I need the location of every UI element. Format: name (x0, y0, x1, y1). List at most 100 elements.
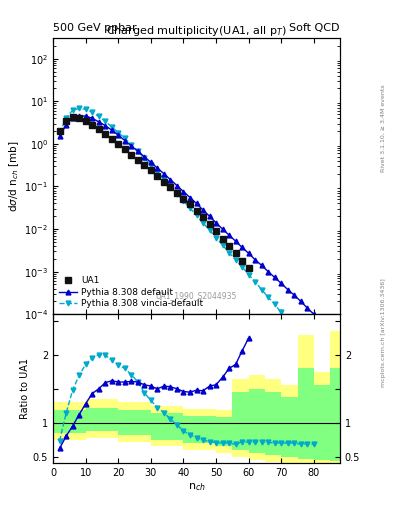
UA1 (70, 114, 75, 120)
UA1 (90, 122, 95, 128)
Pythia 8.308 default (96, 119, 101, 125)
UA1 (233, 249, 238, 255)
Pythia 8.308 vincia-default (207, 227, 212, 233)
Pythia 8.308 default (57, 133, 62, 139)
Pythia 8.308 default (298, 298, 303, 305)
Pythia 8.308 vincia-default (292, 324, 297, 330)
Pythia 8.308 default (279, 281, 284, 287)
UA1 (109, 136, 114, 142)
Pythia 8.308 default (253, 257, 257, 263)
Pythia 8.308 vincia-default (318, 354, 323, 360)
Title: Charged multiplicity(UA1, all p$_T$): Charged multiplicity(UA1, all p$_T$) (106, 24, 287, 38)
Pythia 8.308 vincia-default (70, 107, 75, 113)
Pythia 8.308 vincia-default (253, 279, 257, 285)
Pythia 8.308 default (129, 143, 134, 149)
Text: mcplots.cern.ch [arXiv:1306.3436]: mcplots.cern.ch [arXiv:1306.3436] (381, 279, 386, 387)
UA1 (227, 243, 231, 249)
Pythia 8.308 vincia-default (233, 257, 238, 263)
Line: Pythia 8.308 default: Pythia 8.308 default (57, 114, 336, 334)
UA1 (240, 258, 244, 264)
Pythia 8.308 default (142, 154, 147, 160)
UA1 (168, 184, 173, 190)
Y-axis label: Ratio to UA1: Ratio to UA1 (20, 358, 30, 419)
UA1 (201, 214, 206, 220)
Pythia 8.308 vincia-default (162, 176, 166, 182)
Pythia 8.308 vincia-default (298, 332, 303, 338)
UA1 (174, 190, 179, 196)
Pythia 8.308 vincia-default (240, 264, 244, 270)
Pythia 8.308 default (162, 170, 166, 177)
Pythia 8.308 default (64, 122, 68, 128)
UA1 (57, 128, 62, 134)
Legend: UA1, Pythia 8.308 default, Pythia 8.308 vincia-default: UA1, Pythia 8.308 default, Pythia 8.308 … (57, 274, 205, 310)
Pythia 8.308 default (292, 292, 297, 298)
Pythia 8.308 vincia-default (220, 242, 225, 248)
UA1 (246, 265, 251, 271)
UA1 (194, 208, 199, 214)
Pythia 8.308 vincia-default (174, 190, 179, 197)
UA1 (136, 157, 140, 163)
Pythia 8.308 vincia-default (57, 130, 62, 136)
Pythia 8.308 default (325, 322, 329, 328)
UA1 (96, 126, 101, 133)
UA1 (220, 236, 225, 242)
Pythia 8.308 default (181, 188, 186, 195)
Pythia 8.308 vincia-default (312, 346, 316, 352)
Pythia 8.308 default (233, 238, 238, 244)
Pythia 8.308 default (149, 159, 153, 165)
Pythia 8.308 vincia-default (194, 212, 199, 219)
Pythia 8.308 vincia-default (331, 368, 336, 374)
UA1 (181, 196, 186, 202)
Pythia 8.308 default (272, 274, 277, 281)
Pythia 8.308 vincia-default (246, 271, 251, 278)
Pythia 8.308 default (123, 137, 127, 143)
Text: UA1_1990_S2044935: UA1_1990_S2044935 (156, 291, 237, 301)
UA1 (123, 146, 127, 152)
Pythia 8.308 default (331, 328, 336, 334)
Pythia 8.308 default (305, 305, 310, 311)
X-axis label: n$_{ch}$: n$_{ch}$ (187, 481, 206, 493)
Text: 500 GeV ppbar: 500 GeV ppbar (53, 23, 137, 33)
Pythia 8.308 vincia-default (259, 287, 264, 293)
Pythia 8.308 vincia-default (129, 142, 134, 148)
Pythia 8.308 default (227, 232, 231, 238)
Pythia 8.308 default (70, 115, 75, 121)
Pythia 8.308 vincia-default (116, 130, 121, 136)
Pythia 8.308 vincia-default (187, 205, 192, 211)
Pythia 8.308 vincia-default (227, 249, 231, 255)
Line: UA1: UA1 (57, 114, 252, 271)
Pythia 8.308 default (187, 195, 192, 201)
UA1 (207, 221, 212, 227)
Pythia 8.308 default (90, 115, 95, 121)
Pythia 8.308 vincia-default (285, 316, 290, 323)
Pythia 8.308 default (194, 200, 199, 206)
Pythia 8.308 vincia-default (214, 234, 219, 241)
Pythia 8.308 default (220, 226, 225, 232)
Pythia 8.308 default (155, 165, 160, 171)
UA1 (155, 173, 160, 179)
Pythia 8.308 default (109, 127, 114, 133)
Pythia 8.308 vincia-default (272, 302, 277, 308)
Pythia 8.308 default (266, 269, 271, 275)
Pythia 8.308 vincia-default (123, 135, 127, 141)
UA1 (214, 228, 219, 234)
Text: Soft QCD: Soft QCD (290, 23, 340, 33)
Pythia 8.308 vincia-default (181, 198, 186, 204)
Pythia 8.308 vincia-default (142, 155, 147, 161)
Pythia 8.308 default (201, 207, 206, 213)
Pythia 8.308 default (207, 213, 212, 219)
UA1 (83, 118, 88, 124)
Pythia 8.308 default (240, 244, 244, 250)
Pythia 8.308 default (103, 122, 108, 129)
UA1 (129, 152, 134, 158)
Pythia 8.308 vincia-default (149, 162, 153, 168)
Pythia 8.308 default (214, 220, 219, 226)
Y-axis label: d$\sigma$/d n$_{ch}$ [mb]: d$\sigma$/d n$_{ch}$ [mb] (7, 141, 21, 212)
Line: Pythia 8.308 vincia-default: Pythia 8.308 vincia-default (57, 106, 336, 374)
Pythia 8.308 vincia-default (325, 361, 329, 367)
Pythia 8.308 vincia-default (155, 169, 160, 175)
Pythia 8.308 vincia-default (77, 105, 81, 112)
Pythia 8.308 vincia-default (109, 124, 114, 130)
Pythia 8.308 vincia-default (96, 114, 101, 120)
Pythia 8.308 default (174, 182, 179, 188)
